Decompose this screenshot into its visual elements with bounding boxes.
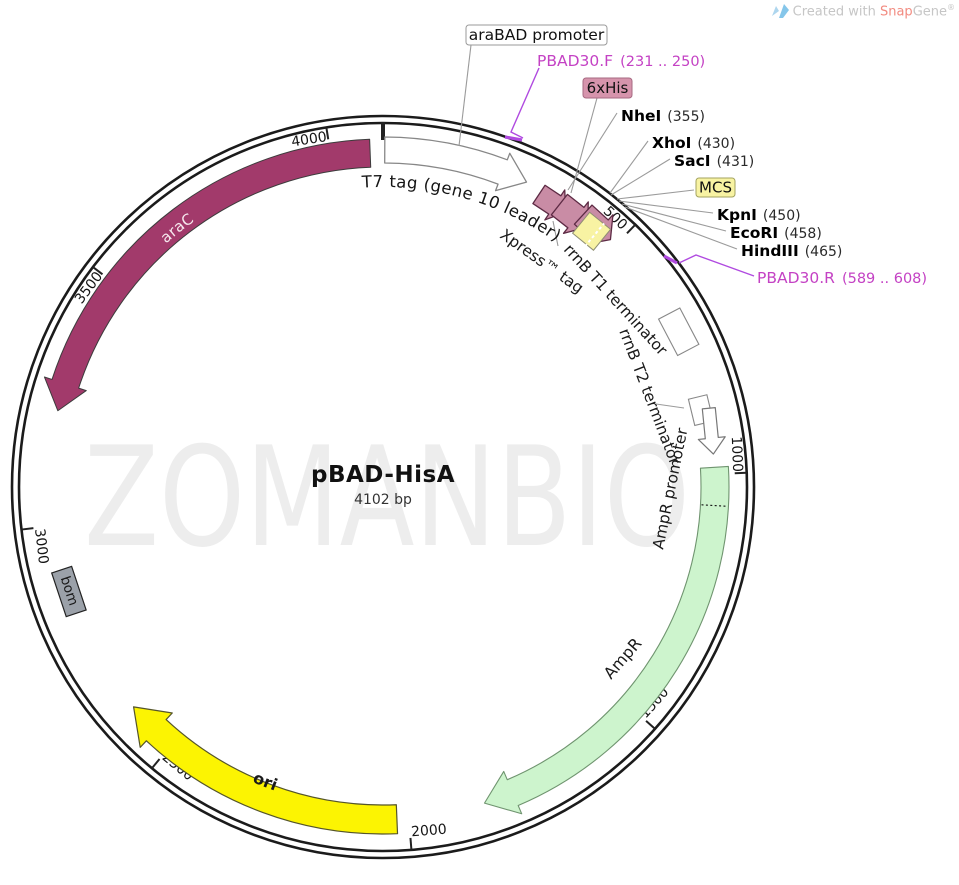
NheI-leader-line bbox=[567, 112, 618, 191]
t7-tag-arrow[interactable] bbox=[384, 136, 528, 192]
EcoRI-leader-line bbox=[621, 203, 727, 232]
ampR-label[interactable]: AmpR bbox=[600, 634, 646, 683]
tick-3500 bbox=[92, 266, 104, 276]
site-label-KpnI[interactable]: KpnI (450) bbox=[717, 206, 801, 224]
orf-dashed-boundary bbox=[584, 222, 605, 248]
site-label-XhoI[interactable]: XhoI (430) bbox=[652, 134, 735, 152]
his-tag-label[interactable]: 6xHis bbox=[587, 79, 629, 97]
bom-box[interactable] bbox=[50, 565, 87, 618]
his-tag-label-leader bbox=[570, 97, 598, 194]
tick-label-3000: 3000 bbox=[31, 528, 51, 565]
araBAD-promoter-label[interactable]: araBAD promoter bbox=[469, 26, 605, 44]
xpress-leader bbox=[552, 220, 559, 247]
mcs-label-leader bbox=[616, 189, 695, 200]
backbone-outer-circle bbox=[10, 114, 756, 860]
ampR-arrow[interactable] bbox=[483, 465, 730, 815]
tick-2000 bbox=[409, 837, 413, 850]
HindIII-leader-line bbox=[624, 206, 738, 250]
ori-arrow[interactable] bbox=[132, 706, 399, 835]
XhoI-leader-line bbox=[609, 140, 649, 194]
site-label-SacI[interactable]: SacI (431) bbox=[674, 152, 754, 170]
plasmid-size: 4102 bp bbox=[354, 492, 412, 508]
t2-leader bbox=[655, 403, 685, 409]
SacI-leader-line bbox=[610, 158, 671, 196]
KpnI-leader-line bbox=[618, 200, 714, 214]
tick-label-1000: 1000 bbox=[728, 436, 745, 472]
mcs-label-box[interactable] bbox=[695, 177, 736, 198]
plasmid-title-block: pBAD-HisA 4102 bp bbox=[311, 462, 455, 508]
rrnB-T1-terminator-box[interactable] bbox=[657, 307, 700, 357]
PBAD30.F-leader bbox=[510, 67, 540, 139]
PBAD30.R-leader bbox=[678, 254, 755, 277]
ampR-promoter-arrow[interactable] bbox=[697, 407, 726, 455]
araC-arrow[interactable] bbox=[43, 138, 372, 412]
rrnB-T1-terminator-label[interactable]: rrnB T1 terminator bbox=[560, 241, 671, 360]
tick-4000 bbox=[325, 127, 330, 140]
site-label-EcoRI[interactable]: EcoRI (458) bbox=[730, 224, 822, 242]
PBAD30.R-binding-site-tick[interactable] bbox=[663, 254, 678, 265]
araBAD-promoter-label-box[interactable] bbox=[465, 24, 608, 46]
PBAD30.F-label[interactable]: PBAD30.F (231 .. 250) bbox=[537, 52, 705, 70]
his-tag-label-box[interactable] bbox=[582, 77, 633, 99]
mcs-label[interactable]: MCS bbox=[699, 179, 732, 197]
tick-3000 bbox=[21, 527, 34, 531]
site-label-NheI[interactable]: NheI (355) bbox=[621, 107, 705, 125]
mcs-region[interactable] bbox=[571, 211, 612, 251]
snapgene-credit: Created with SnapGene® bbox=[771, 3, 955, 19]
tick-500 bbox=[626, 223, 637, 234]
credit-text: Created with SnapGene® bbox=[792, 3, 955, 20]
credit-brand-accent: Snap bbox=[879, 4, 913, 20]
plasmid-name: pBAD-HisA bbox=[311, 462, 455, 488]
araBAD-promoter-label-leader bbox=[458, 44, 472, 147]
PBAD30.R-label[interactable]: PBAD30.R (589 .. 608) bbox=[757, 269, 927, 287]
site-label-HindIII[interactable]: HindIII (465) bbox=[741, 242, 842, 260]
tick-1500 bbox=[645, 720, 656, 730]
tick-label-2000: 2000 bbox=[411, 822, 448, 841]
watermark-text: ZOMANBIO bbox=[84, 417, 690, 578]
tick-2500 bbox=[151, 758, 161, 769]
t7-tag-label[interactable]: T7 tag (gene 10 leader) bbox=[360, 172, 564, 245]
PBAD30.F-binding-site-tick[interactable] bbox=[504, 135, 523, 142]
snapgene-logo-icon bbox=[771, 4, 789, 19]
